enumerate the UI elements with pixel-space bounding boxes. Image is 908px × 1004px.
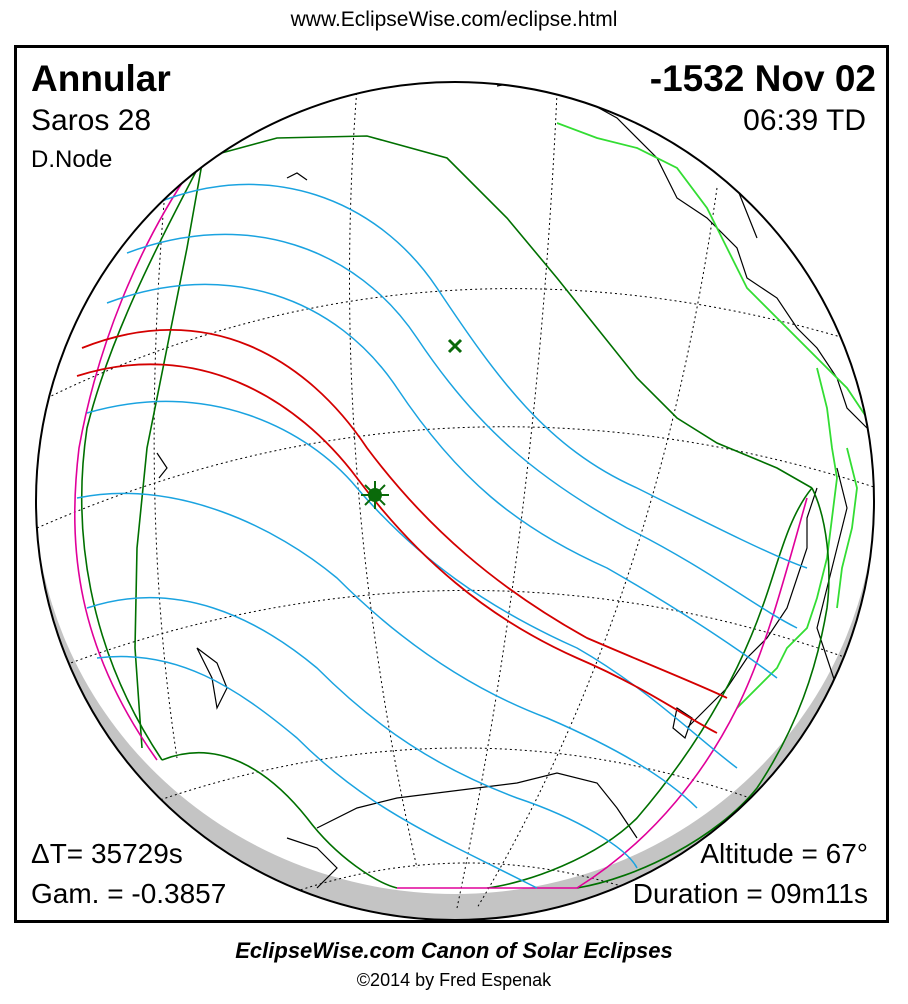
node-label: D.Node bbox=[31, 146, 113, 173]
greatest-eclipse-marker bbox=[361, 481, 389, 509]
globe-outline bbox=[35, 81, 875, 920]
partial-eclipse-lines bbox=[76, 183, 808, 889]
rise-set-curve bbox=[73, 167, 808, 889]
eclipse-date: -1532 Nov 02 bbox=[649, 58, 876, 99]
eclipse-time: 06:39 TD bbox=[743, 104, 866, 137]
copyright: ©2014 by Fred Espenak bbox=[356, 970, 552, 990]
delta-t: ΔT= 35729s bbox=[31, 838, 183, 869]
source-url: www.EclipseWise.com/eclipse.html bbox=[290, 8, 618, 31]
canon-title: EclipseWise.com Canon of Solar Eclipses bbox=[235, 938, 673, 963]
subsolar-point-marker bbox=[447, 338, 463, 354]
central-path bbox=[76, 329, 728, 734]
gamma: Gam. = -0.3857 bbox=[31, 878, 227, 909]
night-shading bbox=[34, 78, 876, 920]
saros-number: Saros 28 bbox=[31, 104, 152, 137]
eclipse-globe-map bbox=[34, 78, 876, 920]
eclipse-map-panel: Annular Saros 28 D.Node -1532 Nov 02 06:… bbox=[14, 45, 889, 923]
eclipse-type: Annular bbox=[31, 58, 171, 99]
central-duration: Duration = 09m11s bbox=[632, 878, 868, 909]
sun-altitude: Altitude = 67° bbox=[700, 838, 868, 869]
